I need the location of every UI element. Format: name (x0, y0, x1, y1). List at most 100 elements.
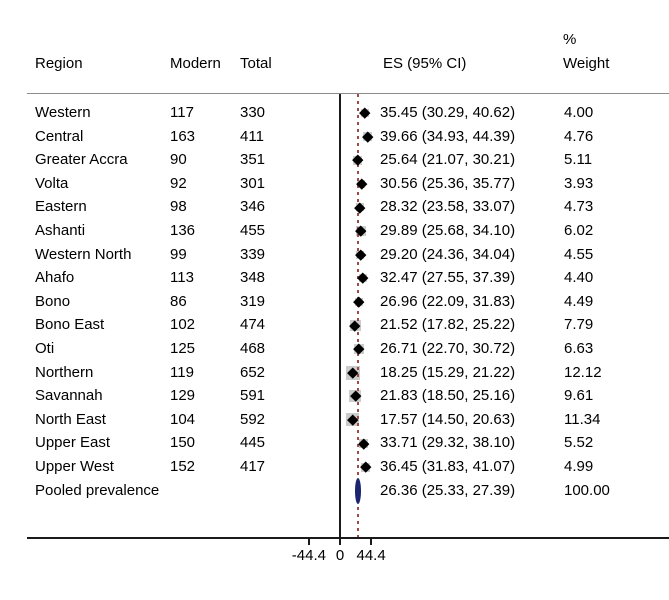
weight-value: 4.99 (564, 458, 594, 475)
es-ci-value: 21.83 (18.50, 25.16) (380, 387, 516, 405)
axis-tick-label: 0 (335, 547, 345, 564)
region-label: North East (35, 410, 106, 428)
region-label: Western North (35, 245, 132, 263)
region-label: Western (35, 104, 91, 121)
x-axis-line (27, 537, 669, 539)
total-value: 330 (240, 104, 266, 121)
es-ci-value: 28.32 (23.58, 33.07) (380, 198, 516, 216)
pooled-ellipse-marker (355, 477, 362, 504)
column-header-modern: Modern (170, 55, 221, 72)
modern-value: 117 (170, 104, 194, 121)
column-header-total: Total (240, 55, 272, 72)
weight-value: 12.12 (564, 363, 602, 381)
total-value: 319 (240, 292, 266, 310)
weight-value: 4.55 (564, 245, 594, 263)
modern-value: 150 (170, 434, 196, 452)
total-value: 351 (240, 151, 266, 169)
total-value: 411 (240, 127, 264, 145)
header-separator-line (27, 93, 669, 94)
es-ci-value: 29.89 (25.68, 34.10) (380, 222, 516, 239)
axis-tick-label: -44.4 (291, 547, 327, 564)
pooled-dashed-reference-line (357, 94, 360, 537)
region-label: Ashanti (35, 222, 86, 239)
modern-value: 163 (170, 127, 196, 145)
axis-tick (339, 537, 341, 545)
es-ci-value: 18.25 (15.29, 21.22) (380, 363, 516, 381)
column-header-weight-percent-sign: % (563, 31, 577, 48)
weight-value: 5.11 (564, 151, 593, 169)
es-ci-value: 36.45 (31.83, 41.07) (380, 458, 516, 475)
region-label: Upper West (35, 458, 114, 475)
total-value: 301 (240, 174, 266, 192)
total-value: 346 (240, 198, 266, 216)
es-ci-value: 35.45 (30.29, 40.62) (380, 104, 516, 121)
es-ci-value: 39.66 (34.93, 44.39) (380, 127, 516, 145)
region-label: Upper East (35, 434, 111, 452)
es-ci-value: 33.71 (29.32, 38.10) (380, 434, 516, 452)
region-label: Bono (35, 292, 71, 310)
region-label: Northern (35, 363, 94, 381)
axis-tick-label: 44.4 (356, 547, 386, 564)
region-label: Central (35, 127, 84, 145)
es-ci-value: 26.71 (22.70, 30.72) (380, 340, 516, 357)
modern-value: 98 (170, 198, 187, 216)
es-ci-value: 17.57 (14.50, 20.63) (380, 410, 516, 428)
column-header-region: Region (35, 55, 83, 72)
modern-value: 86 (170, 292, 187, 310)
es-ci-value: 25.64 (21.07, 30.21) (380, 151, 516, 169)
weight-value: 9.61 (564, 387, 594, 405)
weight-value: 4.49 (564, 292, 594, 310)
modern-value: 129 (170, 387, 196, 405)
weight-value: 6.63 (564, 340, 594, 357)
total-value: 339 (240, 245, 266, 263)
weight-value: 4.40 (564, 269, 594, 287)
column-header-weight: Weight (563, 55, 610, 72)
region-label: Savannah (35, 387, 103, 405)
total-value: 468 (240, 340, 266, 357)
es-ci-value: 26.96 (22.09, 31.83) (380, 292, 516, 310)
axis-tick (370, 537, 373, 545)
total-value: 417 (240, 458, 266, 475)
modern-value: 99 (170, 245, 187, 263)
weight-value: 7.79 (564, 316, 594, 334)
region-label: Volta (35, 174, 69, 192)
modern-value: 92 (170, 174, 187, 192)
region-label: Bono East (35, 316, 105, 334)
weight-value: 6.02 (564, 222, 594, 239)
region-label: Pooled prevalence (35, 481, 160, 499)
weight-value: 3.93 (564, 174, 594, 192)
modern-value: 136 (170, 222, 196, 239)
axis-tick (307, 537, 310, 545)
es-ci-value: 21.52 (17.82, 25.22) (380, 316, 516, 334)
weight-value: 4.00 (564, 104, 594, 121)
modern-value: 104 (170, 410, 196, 428)
weight-value: 11.34 (564, 410, 601, 428)
total-value: 455 (240, 222, 266, 239)
total-value: 591 (240, 387, 266, 405)
es-ci-value: 32.47 (27.55, 37.39) (380, 269, 516, 287)
modern-value: 113 (170, 269, 194, 287)
zero-reference-line (339, 94, 341, 537)
region-label: Ahafo (35, 269, 75, 287)
modern-value: 119 (170, 363, 194, 381)
total-value: 445 (240, 434, 266, 452)
total-value: 474 (240, 316, 266, 334)
region-label: Oti (35, 340, 55, 357)
modern-value: 152 (170, 458, 196, 475)
weight-value: 4.76 (564, 127, 594, 145)
modern-value: 125 (170, 340, 196, 357)
total-value: 592 (240, 410, 266, 428)
modern-value: 102 (170, 316, 196, 334)
total-value: 652 (240, 363, 266, 381)
es-ci-value: 30.56 (25.36, 35.77) (380, 174, 516, 192)
weight-value: 5.52 (564, 434, 594, 452)
region-label: Eastern (35, 198, 87, 216)
total-value: 348 (240, 269, 266, 287)
column-header-es-ci: ES (95% CI) (383, 55, 467, 72)
es-ci-value: 29.20 (24.36, 34.04) (380, 245, 516, 263)
es-ci-value: 26.36 (25.33, 27.39) (380, 481, 516, 499)
region-label: Greater Accra (35, 151, 128, 169)
modern-value: 90 (170, 151, 187, 169)
weight-value: 100.00 (564, 481, 610, 499)
